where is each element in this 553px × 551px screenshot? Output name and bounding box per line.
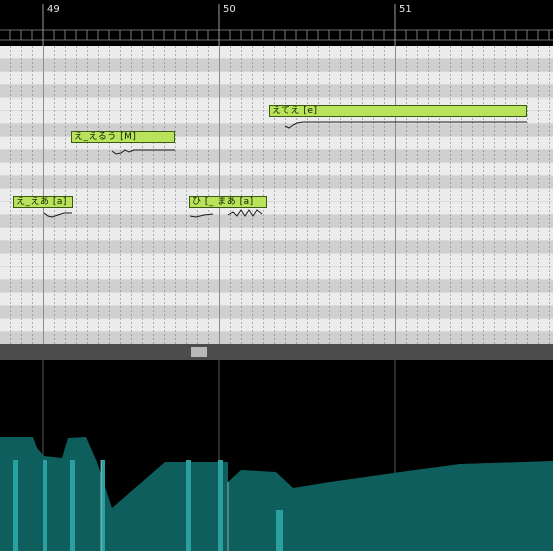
pitch-lane: [0, 85, 553, 98]
sub-beat-line: [318, 46, 319, 344]
sub-beat-line: [32, 46, 33, 344]
sub-beat-line: [241, 46, 242, 344]
sub-beat-line: [197, 46, 198, 344]
pitch-lane: [0, 176, 553, 189]
sub-beat-line: [384, 46, 385, 344]
note-ea[interactable]: え_えあ [a]: [13, 196, 73, 208]
note-lyric: え_えあ [a]: [16, 197, 67, 207]
sub-beat-line: [252, 46, 253, 344]
horizontal-scrollbar[interactable]: [0, 344, 553, 360]
sub-beat-line: [439, 46, 440, 344]
pitch-lane: [0, 150, 553, 163]
sub-beat-line: [472, 46, 473, 344]
sub-beat-line: [417, 46, 418, 344]
pitch-lane: [0, 254, 553, 267]
pitch-lane: [0, 241, 553, 254]
sub-beat-line: [494, 46, 495, 344]
sub-beat-line: [65, 46, 66, 344]
note-lyric: えてえ [e]: [272, 106, 318, 116]
sub-beat-line: [549, 46, 550, 344]
sub-beat-line: [505, 46, 506, 344]
sub-beat-line: [340, 46, 341, 344]
bar-number-51: 51: [399, 4, 412, 15]
pitch-lane: [0, 163, 553, 176]
sub-beat-line: [351, 46, 352, 344]
sub-beat-line: [450, 46, 451, 344]
bar-number-49: 49: [47, 4, 60, 15]
pitch-lane: [0, 215, 553, 228]
sub-beat-line: [76, 46, 77, 344]
pitch-lane: [0, 267, 553, 280]
pitch-lane: [0, 72, 553, 85]
sub-beat-line: [516, 46, 517, 344]
sub-beat-line: [285, 46, 286, 344]
sub-beat-line: [373, 46, 374, 344]
sub-beat-line: [10, 46, 11, 344]
bar-line-50: [219, 46, 220, 344]
sub-beat-line: [406, 46, 407, 344]
sub-beat-line: [54, 46, 55, 344]
sub-beat-line: [274, 46, 275, 344]
sub-beat-line: [186, 46, 187, 344]
sub-beat-line: [164, 46, 165, 344]
sub-beat-line: [483, 46, 484, 344]
sub-beat-line: [538, 46, 539, 344]
sub-beat-line: [109, 46, 110, 344]
sub-beat-line: [527, 46, 528, 344]
ruler-ticks: [0, 4, 553, 46]
pitch-lane: [0, 280, 553, 293]
note-lyric: え_えるう [M]: [74, 132, 137, 142]
pitch-lane: [0, 228, 553, 241]
sub-beat-line: [98, 46, 99, 344]
vibrato-wave-icon: [43, 121, 527, 218]
note-lyric: ひ [_ まあ [a]: [192, 197, 254, 207]
pitch-lane: [0, 293, 553, 306]
pitch-lane: [0, 319, 553, 332]
note-etee[interactable]: えてえ [e]: [269, 105, 527, 117]
bar-line-49: [43, 46, 44, 344]
pitch-lane: [0, 189, 553, 202]
piano-roll-grid[interactable]: [0, 46, 553, 344]
note-hi-maa[interactable]: ひ [_ まあ [a]: [189, 196, 267, 208]
sub-beat-line: [329, 46, 330, 344]
note-eruu[interactable]: え_えるう [M]: [71, 131, 175, 143]
pitch-lane: [0, 202, 553, 215]
sub-beat-line: [175, 46, 176, 344]
sub-beat-line: [153, 46, 154, 344]
parameter-graph: [0, 360, 553, 551]
pitch-lane: [0, 46, 553, 59]
sub-beat-line: [307, 46, 308, 344]
sub-beat-line: [87, 46, 88, 344]
pitch-lane: [0, 306, 553, 319]
pitch-lane: [0, 59, 553, 72]
pitch-lane: [0, 332, 553, 344]
sub-beat-line: [120, 46, 121, 344]
sub-beat-line: [296, 46, 297, 344]
sub-beat-line: [428, 46, 429, 344]
sub-beat-line: [263, 46, 264, 344]
sub-beat-line: [131, 46, 132, 344]
sub-beat-line: [461, 46, 462, 344]
sub-beat-line: [142, 46, 143, 344]
bar-line-51: [395, 46, 396, 344]
scroll-thumb[interactable]: [191, 347, 207, 357]
parameter-editor[interactable]: [0, 360, 553, 551]
sub-beat-line: [230, 46, 231, 344]
sub-beat-line: [362, 46, 363, 344]
timeline-ruler[interactable]: 49 50 51: [0, 0, 553, 46]
bar-number-50: 50: [223, 4, 236, 15]
sub-beat-line: [208, 46, 209, 344]
sub-beat-line: [21, 46, 22, 344]
